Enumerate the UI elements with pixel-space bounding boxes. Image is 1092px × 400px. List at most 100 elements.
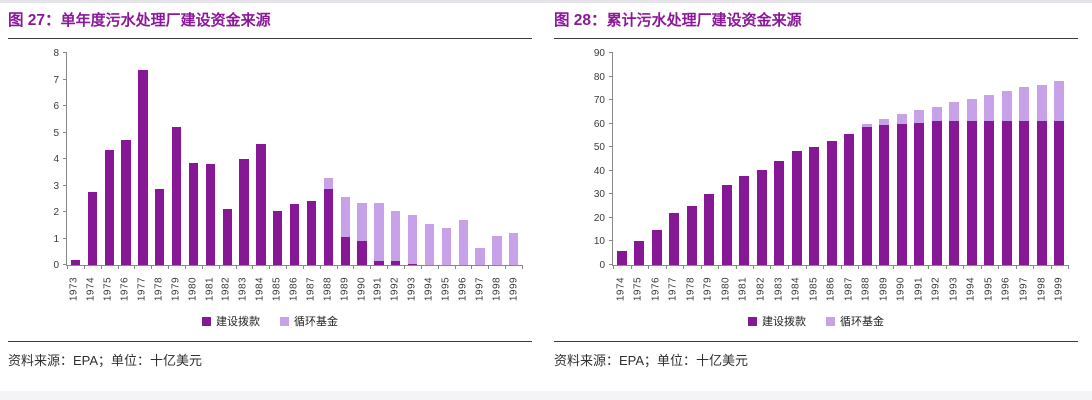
bar-column (101, 53, 118, 265)
x-tick-mark (218, 265, 220, 269)
bar-segment (306, 201, 317, 265)
bar-segment (475, 247, 485, 265)
x-tick-label: 1987 (305, 276, 317, 302)
y-tick-label: 10 (593, 236, 605, 248)
legend-swatch (748, 316, 757, 326)
bar-segment (861, 123, 872, 128)
bar-column (981, 53, 999, 265)
y-tick-label: 2 (53, 207, 59, 218)
y-tick-mark (63, 264, 67, 265)
x-tick-mark (269, 265, 271, 269)
x-tick-cell: 1984 (787, 267, 805, 311)
bar-column (134, 53, 151, 265)
x-tick-mark (83, 265, 85, 269)
x-tick-cell: 1995 (438, 267, 455, 311)
bar-column (683, 53, 701, 265)
source-note: 资料来源：EPA；单位：十亿美元 (8, 353, 203, 368)
x-tick-mark (151, 265, 153, 269)
x-tick-mark (235, 265, 237, 269)
x-tick-mark (858, 265, 859, 269)
page-top-edge (0, 0, 1092, 3)
y-tick-mark (609, 264, 613, 265)
title-divider (8, 38, 532, 39)
bar-column (84, 53, 101, 265)
x-tick-cell: 1981 (735, 267, 753, 311)
bar-segment (458, 219, 468, 265)
bar-segment (441, 227, 451, 265)
x-tick-cell: 1985 (805, 267, 823, 311)
x-tick-mark (700, 265, 702, 269)
x-tick-cell: 1979 (167, 267, 184, 311)
bar-segment (289, 204, 300, 265)
x-tick-cell: 1994 (963, 267, 981, 311)
x-tick-mark (168, 265, 170, 269)
x-tick-label: 1992 (389, 276, 401, 302)
x-tick-label: 1985 (808, 276, 820, 302)
y-tick-label: 90 (593, 48, 605, 59)
bar-segment (104, 149, 114, 265)
x-tick-mark (252, 265, 254, 269)
x-tick-cell: 1974 (83, 267, 100, 311)
legend-swatch (280, 316, 289, 326)
legend-label: 建设拨款 (762, 316, 806, 328)
x-tick-label: 1997 (474, 276, 486, 302)
bar-column (1051, 53, 1069, 265)
x-tick-mark (100, 265, 102, 269)
x-tick-cell: 1978 (150, 267, 167, 311)
bar-segment (340, 197, 350, 238)
bar-column (387, 53, 404, 265)
bar-column (219, 53, 236, 265)
x-tick-label: 1996 (457, 276, 469, 302)
bar-segment (896, 114, 907, 124)
x-tick-cell: 1988 (319, 267, 336, 311)
x-axis-labels: 1973 1974 1975 1976 1977 1978 1979 1980 1981 1982… (66, 267, 522, 311)
figure-title: 图 28：累计污水处理厂建设资金来源 (554, 3, 1078, 32)
x-tick-label: 1993 (948, 276, 960, 302)
source-note: 资料来源：EPA；单位：十亿美元 (554, 353, 749, 368)
figure-title-text: 单年度污水处理厂建设资金来源 (60, 12, 271, 29)
x-tick-cell: 1987 (840, 267, 858, 311)
x-tick-mark (980, 265, 982, 269)
x-tick-label: 1977 (136, 276, 148, 302)
x-tick-label: 1993 (406, 276, 418, 302)
x-tick-cell: 1993 (945, 267, 963, 311)
bar-segment (896, 123, 907, 265)
bar-column (736, 53, 754, 265)
x-tick-label: 1994 (965, 276, 977, 302)
x-tick-mark (893, 265, 894, 269)
legend-item: 建设拨款 (202, 313, 260, 329)
bar-column (911, 53, 929, 265)
bar-segment (374, 202, 384, 262)
bar-segment (1001, 90, 1012, 122)
legend-label: 循环基金 (840, 316, 884, 328)
bar-segment (669, 213, 680, 265)
y-tick-label: 0 (53, 260, 59, 271)
bar-column (806, 53, 824, 265)
bar-segment (739, 175, 750, 265)
x-tick-mark (353, 265, 355, 269)
bar-column (666, 53, 684, 265)
x-tick-cell: 1997 (471, 267, 488, 311)
bar-column (858, 53, 876, 265)
bar-column (946, 53, 964, 265)
bar-segment (121, 140, 131, 265)
x-tick-label: 1982 (220, 276, 232, 302)
x-tick-mark (753, 265, 754, 269)
bar-segment (1036, 121, 1047, 265)
y-tick-mark (609, 52, 613, 53)
x-axis-labels: 1974 1975 1976 1977 1978 1979 1980 1981 1982 1983… (612, 267, 1068, 311)
x-tick-cell: 1997 (1015, 267, 1033, 311)
bar-column (337, 53, 354, 265)
y-tick-label: 1 (53, 233, 59, 245)
x-tick-mark (770, 265, 772, 269)
x-tick-mark (648, 265, 649, 269)
x-tick-cell: 1984 (252, 267, 269, 311)
bar-column (67, 53, 84, 265)
x-tick-cell: 1998 (488, 267, 505, 311)
bar-column (421, 53, 438, 265)
x-tick-label: 1990 (895, 276, 907, 302)
x-tick-label: 1998 (491, 276, 503, 302)
x-tick-label: 1984 (254, 276, 266, 302)
x-tick-mark (184, 265, 186, 269)
